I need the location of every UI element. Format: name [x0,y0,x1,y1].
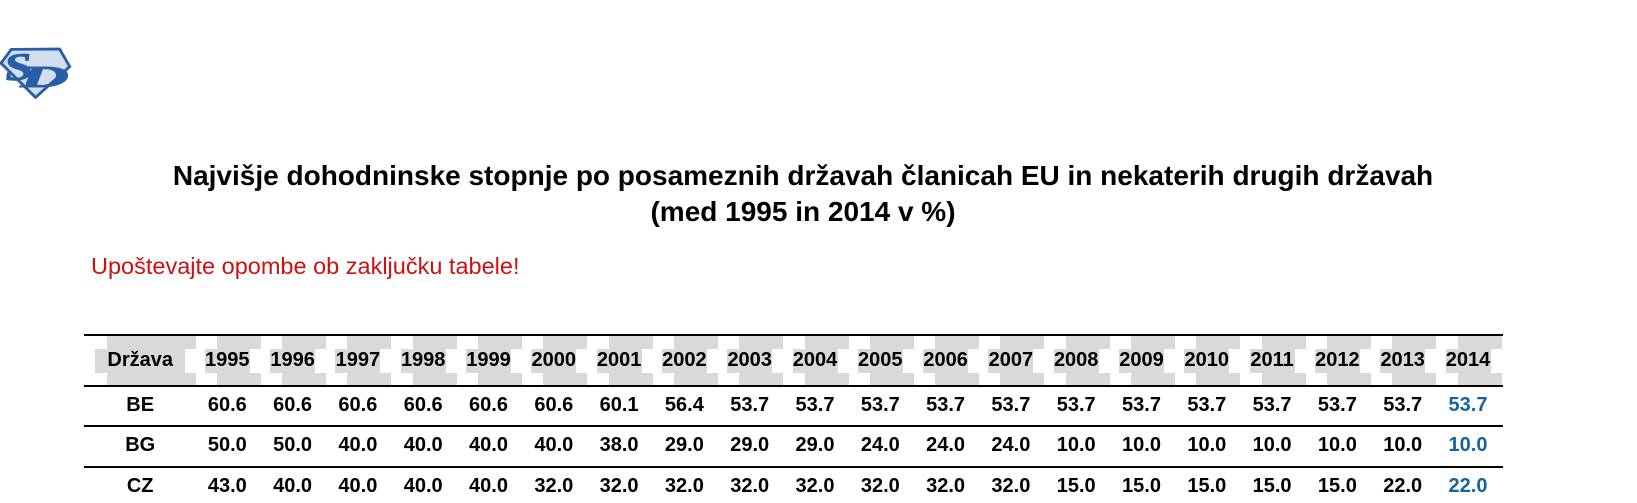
svg-text:S: S [1,45,35,89]
svg-text:D: D [19,60,69,94]
